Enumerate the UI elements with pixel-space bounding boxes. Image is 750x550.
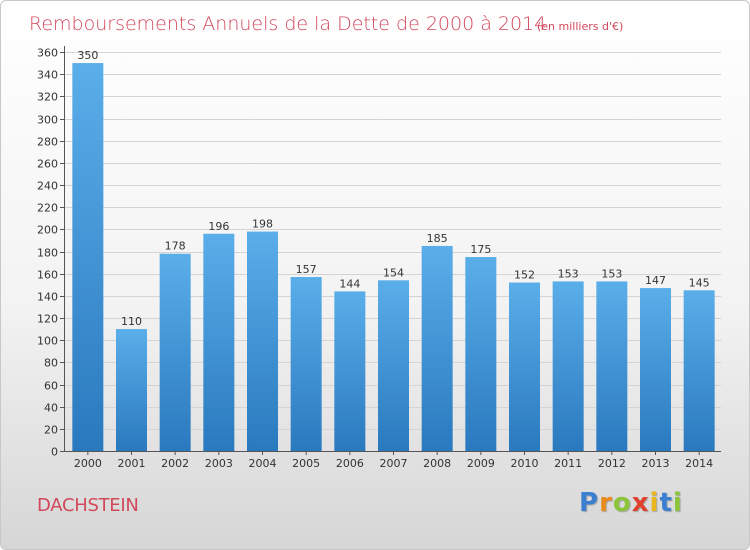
y-tick-label: 180 [37,247,58,260]
y-tick-label: 360 [37,47,58,60]
data-labels: 350 110 178 196 198 157 144 154 185 175 152 153 153 1… [77,49,709,328]
x-tick-label-2007: 2007 [380,457,408,470]
y-tick-label: 260 [37,158,58,171]
x-tick-label-2012: 2012 [598,457,626,470]
proxiti-logo[interactable]: Proxiti [579,488,683,518]
bar-2011[interactable] [552,281,584,451]
x-tick-label-2000: 2000 [74,457,102,470]
bar-2004[interactable] [247,231,278,451]
bar-2012[interactable] [596,281,628,451]
y-tick-label: 240 [37,180,58,193]
logo-letter: r [599,488,613,518]
data-label-2013: 147 [645,274,666,287]
commune-name: DACHSTEIN [37,495,139,516]
bar-2000[interactable] [72,63,104,451]
y-tick-label: 20 [44,424,58,437]
x-tick-label-2004: 2004 [249,457,277,470]
y-tick-label: 200 [37,224,58,237]
x-tick-label-2002: 2002 [161,457,189,470]
bar-2003[interactable] [203,233,235,451]
data-label-2014: 145 [689,276,710,289]
x-tick-label-2013: 2013 [642,457,670,470]
x-tick-label-2006: 2006 [336,457,364,470]
x-tick-label-2001: 2001 [118,457,146,470]
y-tick-label: 340 [37,69,58,82]
data-label-2000: 350 [77,49,98,62]
bar-2010[interactable] [509,282,540,451]
bars [72,63,715,451]
chart-title: Remboursements Annuels de la Dette de 20… [29,13,546,35]
x-axis-ticks: 2000 2001 2002 2003 2004 2005 2006 2007 2008 2009… [74,451,713,470]
y-axis-ticks: 0 20 40 60 80 100 120 140 160 180 200 220 240 260 280 3… [37,47,64,459]
chart-subtitle: (en milliers d'€) [537,20,623,33]
y-tick-label: 160 [37,269,58,282]
y-tick-label: 300 [37,114,58,127]
bar-2014[interactable] [683,290,715,451]
data-label-2006: 144 [339,277,360,290]
y-tick-label: 40 [44,402,58,415]
x-tick-label-2014: 2014 [685,457,713,470]
logo-letter: o [612,488,632,518]
bar-2005[interactable] [290,276,322,451]
data-label-2010: 152 [514,269,535,282]
y-tick-label: 80 [44,357,58,370]
logo-letter: i [649,488,660,518]
y-tick-label: 140 [37,291,58,304]
data-label-2009: 175 [470,243,491,256]
data-label-2008: 185 [427,232,448,245]
chart-title-group: Remboursements Annuels de la Dette de 20… [29,13,623,35]
data-label-2003: 196 [208,220,229,233]
y-tick-label: 280 [37,136,58,149]
axes [64,46,721,452]
data-label-2007: 154 [383,266,404,279]
data-label-2001: 110 [121,315,142,328]
data-label-2011: 153 [558,267,579,280]
y-tick-label: 120 [37,313,58,326]
bar-2007[interactable] [378,280,409,451]
y-tick-label: 60 [44,380,58,393]
x-tick-label-2008: 2008 [423,457,451,470]
x-tick-label-2005: 2005 [292,457,320,470]
x-tick-label-2010: 2010 [511,457,539,470]
data-label-2004: 198 [252,218,273,231]
y-tick-label: 0 [51,446,58,459]
bar-2002[interactable] [159,253,191,451]
y-tick-label: 220 [37,202,58,215]
y-tick-label: 320 [37,91,58,104]
y-tick-label: 100 [37,335,58,348]
x-tick-label-2009: 2009 [467,457,495,470]
logo-letter: P [579,488,600,518]
data-label-2012: 153 [601,267,622,280]
logo-letter: x [631,488,650,518]
bar-2006[interactable] [334,291,366,451]
x-tick-label-2011: 2011 [554,457,582,470]
logo-letter: t [659,488,673,518]
bar-2001[interactable] [116,329,147,451]
bar-2008[interactable] [421,245,453,451]
data-label-2002: 178 [165,240,186,253]
bar-2009[interactable] [465,257,497,451]
x-tick-label-2003: 2003 [205,457,233,470]
data-label-2005: 157 [296,263,317,276]
logo-letter: i [672,488,683,518]
bar-2013[interactable] [640,288,671,451]
